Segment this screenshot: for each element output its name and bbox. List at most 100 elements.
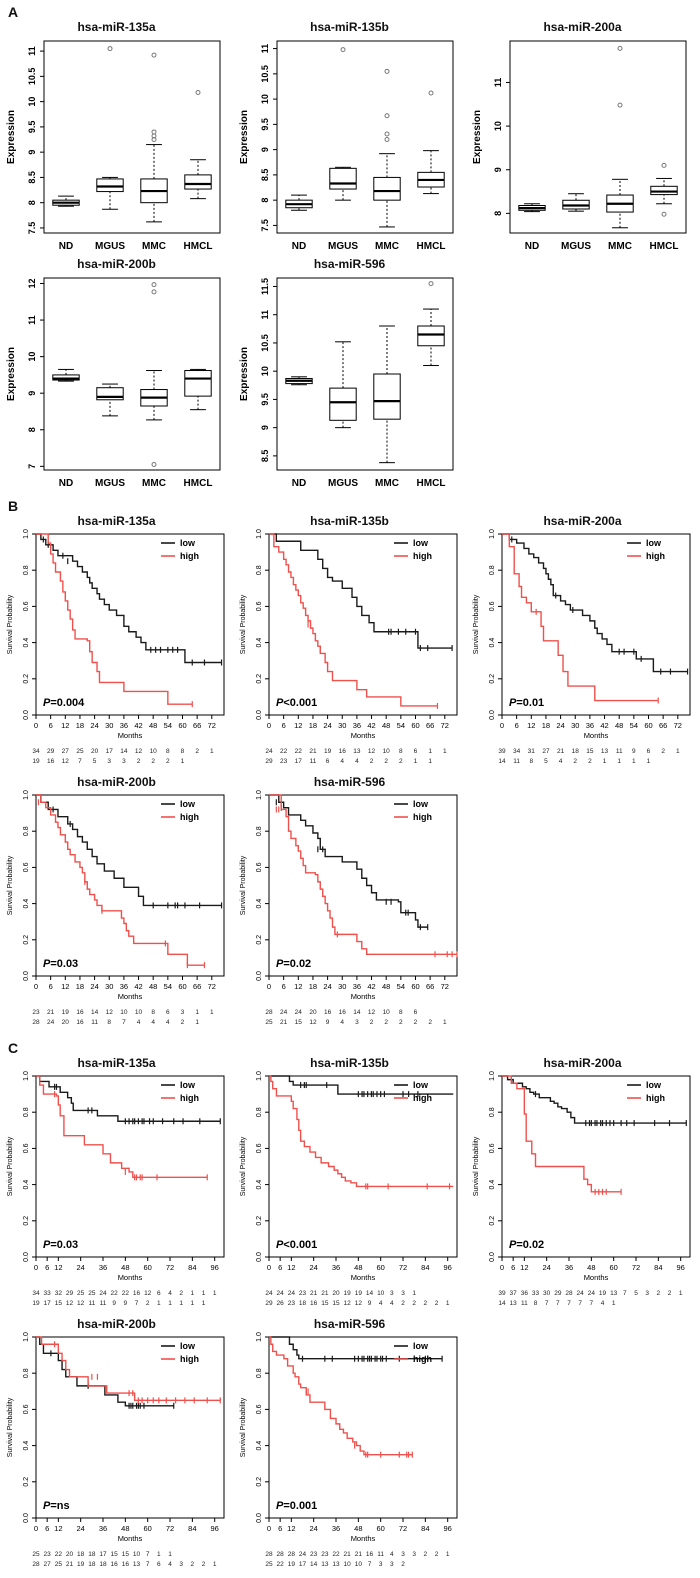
svg-text:10: 10 [120, 1009, 128, 1016]
svg-text:24: 24 [323, 982, 331, 991]
svg-text:12: 12 [61, 721, 69, 730]
svg-text:1: 1 [445, 1551, 449, 1558]
svg-text:10.5: 10.5 [27, 68, 37, 86]
svg-text:48: 48 [121, 1524, 129, 1533]
svg-text:0.4: 0.4 [23, 1441, 30, 1451]
svg-text:1: 1 [412, 1290, 416, 1297]
svg-text:2: 2 [401, 1561, 405, 1568]
svg-text:4: 4 [600, 1300, 604, 1307]
svg-text:4: 4 [355, 758, 359, 765]
svg-text:0.4: 0.4 [23, 638, 30, 648]
svg-text:0: 0 [266, 1524, 270, 1533]
svg-text:P=0.004: P=0.004 [43, 697, 85, 709]
svg-text:72: 72 [207, 982, 215, 991]
svg-text:11: 11 [27, 46, 37, 56]
svg-text:11: 11 [377, 1551, 384, 1558]
svg-text:0.6: 0.6 [256, 1404, 263, 1414]
svg-text:11: 11 [88, 1300, 95, 1307]
svg-text:25: 25 [76, 748, 84, 755]
svg-text:6: 6 [514, 721, 518, 730]
svg-text:36: 36 [119, 721, 127, 730]
svg-text:0.2: 0.2 [256, 674, 263, 684]
svg-text:19: 19 [32, 758, 40, 765]
svg-text:0.6: 0.6 [489, 1143, 496, 1153]
svg-text:28: 28 [265, 1009, 273, 1016]
svg-text:24: 24 [76, 1263, 84, 1272]
svg-text:8: 8 [260, 198, 270, 203]
plot-title: hsa-miR-200a [543, 20, 622, 34]
svg-text:48: 48 [354, 1524, 362, 1533]
svg-text:20: 20 [61, 1019, 69, 1026]
svg-text:3: 3 [180, 1009, 184, 1016]
svg-text:72: 72 [207, 721, 215, 730]
svg-text:1.0: 1.0 [23, 790, 30, 800]
svg-text:36: 36 [119, 982, 127, 991]
svg-text:1: 1 [212, 1290, 216, 1297]
svg-text:15: 15 [586, 748, 594, 755]
svg-text:72: 72 [673, 721, 681, 730]
km-figure-mir135b-second: hsa-miR-135b 0.0 0.2 0.4 0.6 0.8 1.0 Survival … [233, 1056, 466, 1317]
svg-text:0: 0 [33, 721, 37, 730]
svg-text:high: high [413, 1093, 432, 1103]
svg-text:0.2: 0.2 [489, 1216, 496, 1226]
svg-text:10.5: 10.5 [260, 334, 270, 352]
svg-text:48: 48 [121, 1263, 129, 1272]
svg-text:18: 18 [99, 1561, 107, 1568]
svg-text:6: 6 [157, 1561, 161, 1568]
svg-text:36: 36 [98, 1524, 106, 1533]
km-figure-mir200b-second: hsa-miR-200b 0.0 0.2 0.4 0.6 0.8 1.0 Survival … [0, 1317, 233, 1578]
svg-text:7: 7 [134, 1300, 138, 1307]
svg-text:4: 4 [151, 1019, 155, 1026]
svg-text:4: 4 [340, 1019, 344, 1026]
svg-text:1: 1 [190, 1300, 194, 1307]
svg-text:Months: Months [117, 1534, 142, 1543]
svg-text:31: 31 [527, 748, 535, 755]
svg-text:0.2: 0.2 [489, 674, 496, 684]
svg-text:42: 42 [134, 982, 142, 991]
svg-text:0.4: 0.4 [256, 1180, 263, 1190]
svg-text:ND: ND [291, 241, 305, 252]
svg-text:1: 1 [209, 1009, 213, 1016]
svg-text:30: 30 [543, 1290, 551, 1297]
svg-text:66: 66 [658, 721, 666, 730]
svg-text:96: 96 [443, 1263, 451, 1272]
svg-text:16: 16 [338, 748, 346, 755]
plot-title: hsa-miR-200b [77, 257, 156, 271]
svg-text:0.6: 0.6 [23, 862, 30, 872]
svg-text:8.5: 8.5 [27, 171, 37, 184]
svg-text:29: 29 [554, 1290, 562, 1297]
plot-title: hsa-miR-135b [310, 514, 389, 528]
svg-text:1.0: 1.0 [256, 1071, 263, 1081]
svg-text:29: 29 [65, 1290, 73, 1297]
plot-title: hsa-miR-200b [77, 775, 156, 789]
svg-text:4: 4 [166, 1019, 170, 1026]
svg-text:60: 60 [143, 1524, 151, 1533]
svg-text:21: 21 [65, 1561, 73, 1568]
svg-text:54: 54 [629, 721, 637, 730]
svg-text:0.4: 0.4 [256, 899, 263, 909]
svg-text:1: 1 [180, 758, 184, 765]
svg-text:2: 2 [195, 748, 199, 755]
svg-text:0.4: 0.4 [489, 1180, 496, 1190]
svg-text:MGUS: MGUS [95, 241, 125, 252]
svg-text:12: 12 [54, 1524, 62, 1533]
km-plot-hsa-mir-200b-b: 0.0 0.2 0.4 0.6 0.8 1.0 Survival Probability 0 6… [7, 790, 224, 1026]
svg-text:1: 1 [442, 1019, 446, 1026]
svg-text:0.2: 0.2 [23, 674, 30, 684]
svg-text:ND: ND [291, 478, 305, 489]
svg-text:3: 3 [645, 1290, 649, 1297]
panel-c-label: C [8, 1040, 19, 1056]
svg-text:12: 12 [287, 1263, 295, 1272]
svg-text:Months: Months [350, 731, 375, 740]
svg-text:Months: Months [350, 1534, 375, 1543]
svg-text:1: 1 [157, 1300, 161, 1307]
svg-text:low: low [413, 1080, 429, 1090]
km-figure-mir596-overall: hsa-miR-596 0.0 0.2 0.4 0.6 0.8 1.0 Survival P… [233, 775, 466, 1036]
svg-text:ND: ND [58, 241, 72, 252]
plot-title: hsa-miR-200a [543, 514, 622, 528]
svg-text:28: 28 [32, 1561, 40, 1568]
plot-title: hsa-miR-135a [77, 20, 156, 34]
